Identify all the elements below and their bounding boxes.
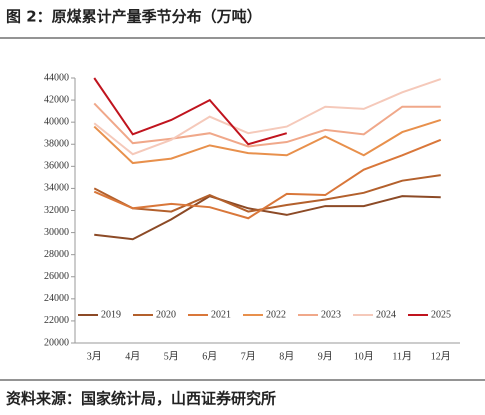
series-line <box>93 78 442 156</box>
series-line <box>93 119 442 165</box>
x-tick-label: 3月 <box>87 350 102 362</box>
source: 资料来源：国家统计局，山西证券研究所 <box>6 390 276 408</box>
y-tick-label: 28000 <box>44 249 69 260</box>
series-line <box>93 77 288 146</box>
legend-label: 2022 <box>266 309 286 320</box>
x-tick-label: 10月 <box>354 350 374 362</box>
legend-label: 2023 <box>321 309 341 320</box>
y-tick-label: 36000 <box>44 161 69 172</box>
x-tick-label: 11月 <box>392 350 412 362</box>
legend-label: 2024 <box>376 309 396 320</box>
y-tick-label: 22000 <box>44 315 69 326</box>
legend-label: 2019 <box>101 309 121 320</box>
chart-title: 图 2：原煤累计产量季节分布（万吨） <box>6 8 262 26</box>
y-tick-label: 20000 <box>44 337 69 348</box>
legend-label: 2020 <box>156 309 176 320</box>
x-tick-label: 4月 <box>125 350 140 362</box>
series-line <box>93 174 441 213</box>
series-line <box>93 102 441 148</box>
legend-label: 2021 <box>211 309 231 320</box>
series-line <box>93 138 442 220</box>
y-tick-label: 32000 <box>44 205 69 216</box>
y-tick-label: 30000 <box>44 227 69 238</box>
y-tick-label: 44000 <box>44 72 69 83</box>
x-tick-label: 12月 <box>431 350 451 362</box>
x-tick-label: 9月 <box>318 350 333 362</box>
y-tick-label: 26000 <box>44 271 69 282</box>
y-tick-label: 42000 <box>44 94 69 105</box>
y-tick-label: 34000 <box>44 183 69 194</box>
series-line <box>94 195 441 241</box>
x-tick-label: 6月 <box>202 350 217 362</box>
x-tick-label: 7月 <box>241 350 256 362</box>
y-tick-label: 24000 <box>44 293 69 304</box>
y-tick-label: 38000 <box>44 139 69 150</box>
legend-label: 2025 <box>431 309 451 320</box>
y-tick-label: 40000 <box>44 116 69 127</box>
x-tick-label: 8月 <box>279 350 294 362</box>
x-tick-label: 5月 <box>164 350 179 362</box>
